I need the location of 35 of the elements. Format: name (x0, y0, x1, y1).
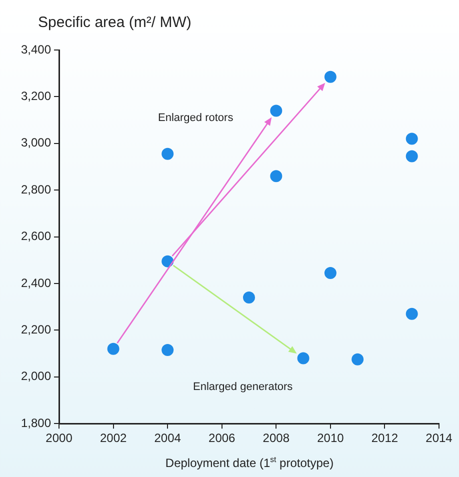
point (297, 352, 310, 364)
x-tick-label: 2010 (317, 431, 344, 446)
point (162, 255, 174, 268)
y-tick-label: 2,000 (21, 369, 52, 384)
x-tick-label: 2002 (100, 431, 127, 446)
point (406, 150, 418, 162)
point (270, 104, 282, 117)
y-tick-label: 1,800 (21, 416, 52, 430)
annotation: Enlarged generators (193, 381, 293, 393)
y-tick-label: 2,600 (21, 229, 52, 244)
y-tick-label: 3,000 (21, 136, 52, 150)
y-tick-label: 2,400 (21, 276, 52, 290)
x-tick-label: 2008 (262, 431, 290, 446)
x-axis-title: Deployment date (1$^{st}$ prototype) (164, 455, 335, 470)
point (406, 308, 418, 320)
x-tick-label: 2000 (46, 431, 73, 446)
x-tick-label: 2006 (208, 431, 236, 446)
point (406, 132, 418, 145)
y-tick-label: 2,200 (21, 322, 52, 337)
point (352, 353, 364, 366)
point (162, 344, 174, 356)
point (324, 70, 336, 83)
x-tick-label: 2012 (371, 431, 398, 446)
x-tick-label: 2004 (154, 431, 182, 446)
point (324, 266, 336, 279)
annotation: Enlarged rotors (158, 112, 234, 124)
point (270, 170, 282, 182)
y-tick-label: 3,200 (21, 89, 52, 104)
x-tick-label: 2014 (426, 431, 453, 446)
y-axis-title: Specific area (m²/ MW) (38, 14, 192, 31)
point (243, 292, 256, 304)
y-tick-label: 3,400 (21, 42, 52, 56)
y-tick-label: 2,800 (21, 182, 52, 196)
point (107, 342, 120, 355)
point (162, 148, 174, 160)
